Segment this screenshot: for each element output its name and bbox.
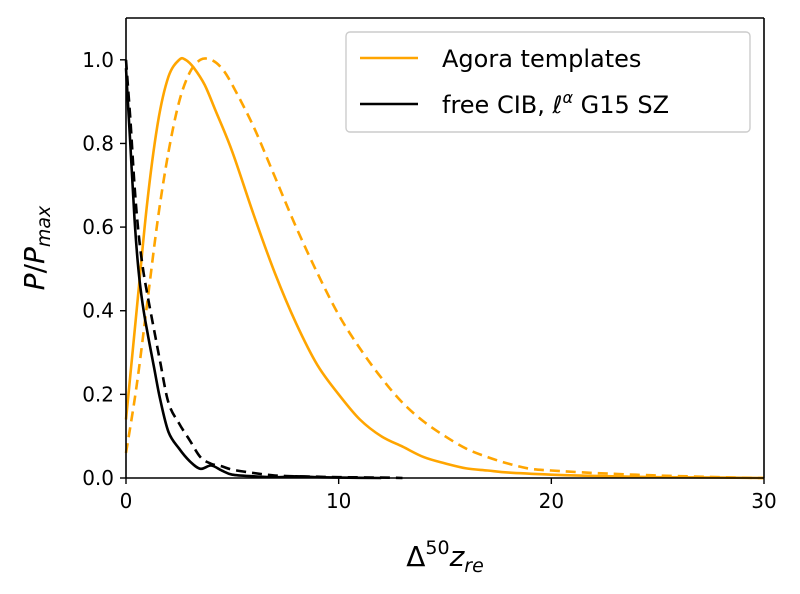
x-tick-label: 30 bbox=[751, 489, 776, 513]
y-tick-label: 0.2 bbox=[82, 382, 114, 406]
agora-solid-line bbox=[124, 56, 765, 480]
agora-dashed-line bbox=[124, 57, 765, 480]
legend-label-free-cib: free CIB, ℓα G15 SZ bbox=[442, 88, 669, 119]
y-tick-label: 0.0 bbox=[82, 466, 114, 490]
legend: Agora templates free CIB, ℓα G15 SZ bbox=[345, 31, 751, 133]
legend-label-agora: Agora templates bbox=[442, 45, 641, 73]
ticks-layer: 0 10 20 30 0.0 0.2 0.4 0.6 0.8 1.0 bbox=[82, 48, 777, 513]
x-axis-title: Δ50zre bbox=[406, 537, 484, 577]
y-tick-label: 0.8 bbox=[82, 131, 114, 155]
y-tick-label: 0.6 bbox=[82, 215, 114, 239]
legend-box bbox=[345, 31, 751, 133]
y-tick-label: 0.4 bbox=[82, 299, 114, 323]
free-cib-dashed-line bbox=[124, 59, 403, 480]
y-tick-label: 1.0 bbox=[82, 48, 114, 72]
x-tick-label: 10 bbox=[326, 489, 351, 513]
series-layer bbox=[124, 56, 765, 480]
y-axis-title: P/Pmax bbox=[18, 205, 55, 290]
x-tick-label: 0 bbox=[120, 489, 133, 513]
x-tick-label: 20 bbox=[539, 489, 564, 513]
